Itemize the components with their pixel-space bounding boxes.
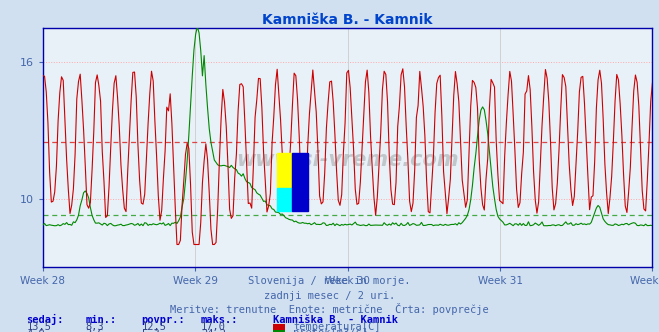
Text: Kamniška B. - Kamnik: Kamniška B. - Kamnik	[273, 315, 399, 325]
Text: min.:: min.:	[86, 315, 117, 325]
Text: 17,0: 17,0	[201, 322, 226, 332]
Text: 24,2: 24,2	[201, 329, 226, 332]
Text: maks.:: maks.:	[201, 315, 239, 325]
Text: povpr.:: povpr.:	[142, 315, 185, 325]
Text: Slovenija / reke in morje.: Slovenija / reke in morje.	[248, 276, 411, 286]
Text: 5,3: 5,3	[142, 329, 160, 332]
Bar	[293, 153, 308, 211]
Text: Meritve: trenutne  Enote: metrične  Črta: povprečje: Meritve: trenutne Enote: metrične Črta: …	[170, 303, 489, 315]
Text: 8,3: 8,3	[86, 322, 104, 332]
Text: 12,5: 12,5	[142, 322, 167, 332]
Text: temperatura[C]: temperatura[C]	[293, 322, 381, 332]
Text: pretok[m3/s]: pretok[m3/s]	[293, 328, 368, 332]
Bar	[277, 188, 293, 211]
Text: sedaj:: sedaj:	[26, 314, 64, 325]
Title: Kamniška B. - Kamnik: Kamniška B. - Kamnik	[262, 13, 433, 27]
Text: 13,5: 13,5	[26, 322, 51, 332]
Text: zadnji mesec / 2 uri.: zadnji mesec / 2 uri.	[264, 291, 395, 301]
Text: www.si-vreme.com: www.si-vreme.com	[237, 150, 459, 170]
Text: 4,0: 4,0	[26, 329, 45, 332]
Text: 3,6: 3,6	[86, 329, 104, 332]
Bar	[277, 153, 293, 188]
